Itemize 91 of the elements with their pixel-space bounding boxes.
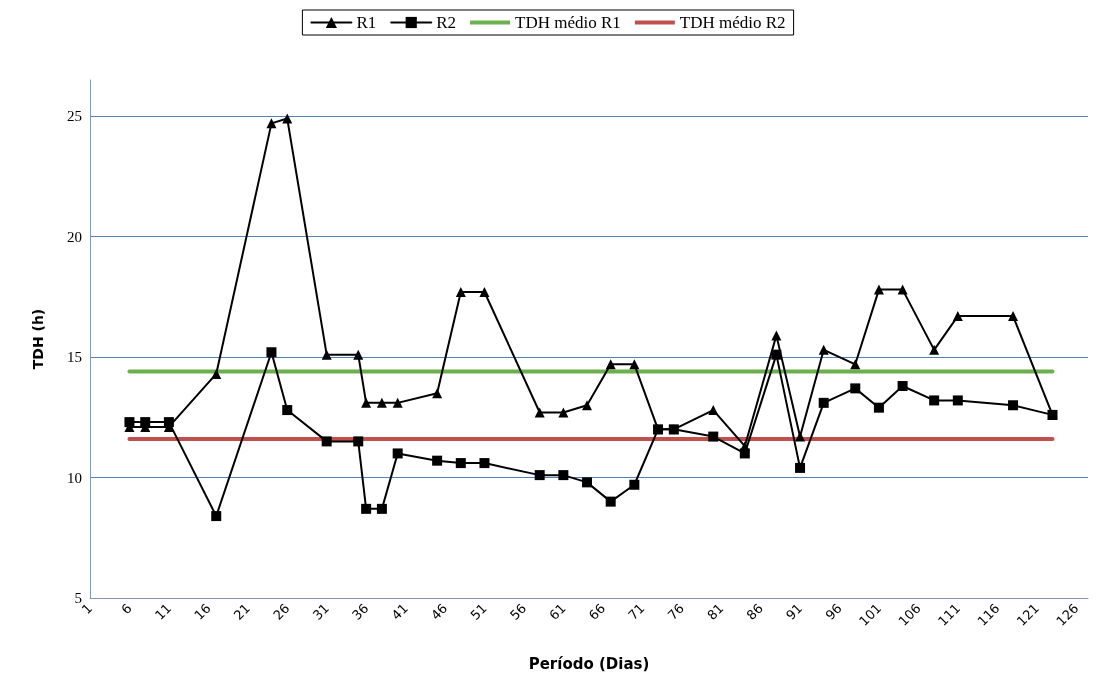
x-tick-label: 21 bbox=[230, 600, 254, 623]
y-tick-label: 20 bbox=[67, 228, 82, 245]
point bbox=[795, 462, 806, 473]
x-tick-label: 56 bbox=[506, 600, 530, 623]
point bbox=[850, 359, 861, 370]
point bbox=[952, 311, 963, 322]
legend-label: TDH médio R2 bbox=[679, 13, 786, 32]
point bbox=[818, 344, 829, 355]
x-tick-label: 31 bbox=[309, 600, 332, 623]
point bbox=[282, 405, 293, 416]
point bbox=[321, 436, 332, 447]
point bbox=[771, 330, 782, 341]
point bbox=[353, 349, 364, 360]
point bbox=[376, 397, 387, 408]
x-tick-label: 111 bbox=[934, 600, 964, 629]
x-tick-label: 6 bbox=[118, 600, 135, 618]
point bbox=[897, 380, 908, 391]
point bbox=[124, 417, 135, 428]
point bbox=[873, 284, 884, 295]
x-tick-label: 36 bbox=[349, 600, 372, 623]
point bbox=[558, 407, 569, 418]
y-tick-label: 25 bbox=[67, 108, 82, 125]
point bbox=[818, 397, 829, 408]
point bbox=[282, 113, 293, 124]
point bbox=[558, 470, 569, 481]
point bbox=[929, 395, 940, 406]
point bbox=[739, 448, 750, 459]
point bbox=[708, 405, 719, 416]
point bbox=[534, 407, 545, 418]
point bbox=[850, 383, 861, 394]
x-tick-label: 61 bbox=[546, 600, 569, 623]
point bbox=[266, 118, 277, 129]
point bbox=[392, 448, 403, 459]
x-tick-label: 91 bbox=[783, 600, 806, 623]
point bbox=[266, 347, 277, 358]
x-tick-label: 11 bbox=[151, 600, 175, 623]
point bbox=[605, 496, 616, 507]
point bbox=[952, 395, 963, 406]
point bbox=[708, 431, 719, 442]
point bbox=[629, 479, 640, 490]
point bbox=[582, 477, 593, 488]
point bbox=[897, 284, 908, 295]
point bbox=[353, 436, 364, 447]
point bbox=[929, 344, 940, 355]
point bbox=[211, 511, 222, 522]
point bbox=[211, 368, 222, 379]
point bbox=[455, 458, 466, 469]
point bbox=[361, 503, 372, 514]
y-axis-title: TDH (h) bbox=[30, 308, 46, 370]
x-tick-label: 71 bbox=[625, 600, 648, 623]
point bbox=[432, 388, 443, 399]
y-tick-label: 15 bbox=[67, 349, 82, 366]
x-tick-label: 101 bbox=[856, 600, 885, 629]
point bbox=[361, 397, 372, 408]
point bbox=[432, 455, 443, 466]
point bbox=[582, 400, 593, 411]
x-tick-label: 41 bbox=[388, 600, 411, 623]
x-tick-label: 81 bbox=[704, 600, 727, 623]
x-tick-label: 51 bbox=[467, 600, 490, 623]
legend-label: R1 bbox=[356, 13, 377, 32]
point bbox=[321, 349, 332, 360]
legend-label: R2 bbox=[436, 13, 457, 32]
x-tick-label: 121 bbox=[1013, 600, 1043, 629]
point bbox=[771, 349, 782, 360]
x-tick-label: 106 bbox=[895, 600, 924, 629]
x-tick-label: 96 bbox=[822, 600, 845, 623]
x-tick-label: 46 bbox=[428, 600, 451, 623]
x-tick-label: 116 bbox=[974, 600, 1003, 629]
x-tick-label: 76 bbox=[664, 600, 687, 623]
x-tick-label: 86 bbox=[743, 600, 766, 623]
y-tick-label: 5 bbox=[74, 590, 82, 606]
point bbox=[534, 470, 545, 481]
point bbox=[455, 287, 466, 298]
point bbox=[629, 359, 640, 370]
y-tick-label: 10 bbox=[67, 469, 82, 486]
x-tick-label: 66 bbox=[585, 600, 609, 623]
x-tick-label: 26 bbox=[270, 600, 293, 623]
point bbox=[605, 359, 616, 370]
point bbox=[479, 458, 490, 469]
point bbox=[479, 287, 490, 298]
point bbox=[392, 397, 403, 408]
point bbox=[376, 503, 387, 514]
point bbox=[795, 431, 806, 442]
x-tick-label: 16 bbox=[191, 600, 214, 623]
point bbox=[1008, 400, 1019, 411]
point bbox=[1008, 311, 1019, 322]
legend-label: TDH médio R1 bbox=[515, 13, 621, 32]
x-tick-label: 126 bbox=[1053, 600, 1082, 629]
x-axis-title: Período (Dias) bbox=[528, 654, 650, 673]
point bbox=[873, 402, 884, 413]
point bbox=[163, 417, 174, 428]
